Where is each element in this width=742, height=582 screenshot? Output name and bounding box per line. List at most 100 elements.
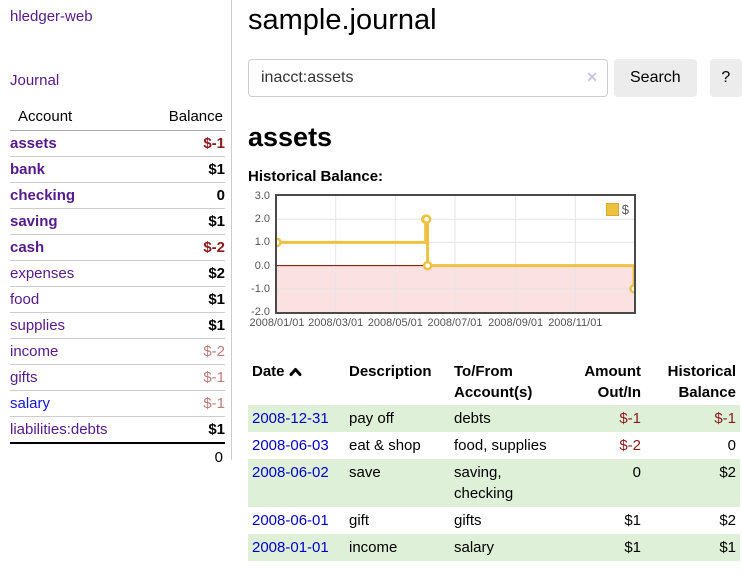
account-row: saving $1 xyxy=(10,208,225,235)
sidebar: hledger-web Journal Account Balance asse… xyxy=(0,0,232,466)
account-balance: $1 xyxy=(139,286,225,313)
transaction-description: gift xyxy=(349,512,370,529)
y-axis-tick-label: 2.0 xyxy=(254,213,270,226)
help-button[interactable]: ? xyxy=(709,59,742,97)
sidebar-item-journal[interactable]: Journal xyxy=(10,72,60,89)
transaction-row: 2008-12-31 pay off debts $-1 $-1 xyxy=(248,405,740,432)
sidebar-account-link[interactable]: income xyxy=(10,343,59,360)
transaction-date-link[interactable]: 2008-06-01 xyxy=(252,512,329,529)
transaction-balance: $2 xyxy=(719,464,736,481)
search-button[interactable]: Search xyxy=(614,59,697,97)
transaction-amount: 0 xyxy=(632,464,641,481)
transaction-balance: 0 xyxy=(727,437,736,454)
account-balance: $-1 xyxy=(139,390,225,417)
accounts-header-account: Account xyxy=(10,105,140,131)
transaction-accounts: gifts xyxy=(454,512,482,529)
transaction-balance: $-1 xyxy=(714,410,736,427)
account-heading: assets xyxy=(248,122,333,152)
transaction-balance: $2 xyxy=(719,512,736,529)
register-header-balance[interactable]: Historical Balance xyxy=(667,363,736,401)
account-balance: $1 xyxy=(139,208,225,235)
register-header-accounts[interactable]: To/From Account(s) xyxy=(454,363,533,401)
register-table: Date Description To/From Account(s) Amou… xyxy=(248,359,740,561)
account-row: checking 0 xyxy=(10,182,225,209)
series-label: $ xyxy=(621,202,629,217)
search-box: ✕ xyxy=(248,59,608,97)
account-balance: $1 xyxy=(139,416,225,444)
sidebar-account-link[interactable]: saving xyxy=(10,213,58,230)
transaction-accounts: saving, checking xyxy=(454,464,514,502)
account-row: food $1 xyxy=(10,286,225,313)
chart-legend: $ xyxy=(603,201,631,218)
account-row: gifts $-1 xyxy=(10,364,225,391)
accounts-header-balance: Balance xyxy=(139,105,225,131)
sidebar-account-link[interactable]: salary xyxy=(10,395,51,412)
transaction-accounts: debts xyxy=(454,410,491,427)
transaction-balance: $1 xyxy=(719,539,736,556)
account-balance: $-2 xyxy=(139,338,225,365)
account-row: supplies $1 xyxy=(10,312,225,339)
sidebar-account-link[interactable]: liabilities:debts xyxy=(10,421,108,438)
account-balance: $1 xyxy=(139,156,225,183)
sort-ascending-icon xyxy=(289,362,302,383)
transaction-row: 2008-06-02 save saving, checking 0 $2 xyxy=(248,459,740,507)
transaction-row: 2008-01-01 income salary $1 $1 xyxy=(248,534,740,561)
transaction-date-cell: 2008-12-31 xyxy=(248,405,345,432)
transaction-date-link[interactable]: 2008-12-31 xyxy=(252,410,329,427)
register-header-description[interactable]: Description xyxy=(349,363,432,380)
search-form: ✕ Search ? xyxy=(248,59,742,97)
y-axis-tick-label: 3.0 xyxy=(254,190,270,202)
transaction-date-link[interactable]: 2008-06-02 xyxy=(252,464,329,481)
register-header-date[interactable]: Date xyxy=(248,359,345,405)
transaction-description: income xyxy=(349,539,398,556)
sidebar-account-link[interactable]: checking xyxy=(10,187,76,204)
sidebar-account-link[interactable]: expenses xyxy=(10,265,75,282)
register-header-amount[interactable]: Amount Out/In xyxy=(584,363,641,401)
account-row: expenses $2 xyxy=(10,260,225,287)
transaction-description: pay off xyxy=(349,410,394,427)
transaction-description: save xyxy=(349,464,381,481)
transaction-description: eat & shop xyxy=(349,437,421,454)
brand-link[interactable]: hledger-web xyxy=(10,8,93,25)
y-axis-tick-label: 1.0 xyxy=(254,236,270,249)
transaction-row: 2008-06-03 eat & shop food, supplies $-2 0 xyxy=(248,432,740,459)
sidebar-account-link[interactable]: assets xyxy=(10,135,57,152)
balance-chart-plot-area[interactable] xyxy=(275,194,636,314)
account-balance: 0 xyxy=(139,182,225,209)
sidebar-account-link[interactable]: cash xyxy=(10,239,45,256)
transaction-amount: $1 xyxy=(624,512,641,529)
sidebar-account-link[interactable]: bank xyxy=(10,161,46,178)
x-axis-tick-label: 2008/09/01 xyxy=(488,317,544,329)
sidebar-account-link[interactable]: gifts xyxy=(10,369,38,386)
clear-search-icon[interactable]: ✕ xyxy=(586,69,598,85)
transaction-date-link[interactable]: 2008-06-03 xyxy=(252,437,329,454)
y-axis-tick-label: 0.0 xyxy=(254,259,270,272)
transaction-date-cell: 2008-06-03 xyxy=(248,432,345,459)
x-axis-tick-label: 2008/07/01 xyxy=(427,317,483,329)
series-swatch-icon xyxy=(605,203,619,216)
search-input[interactable] xyxy=(248,59,608,97)
account-balance: $-1 xyxy=(139,130,225,157)
balance-chart: $ 3.0 2.0 1.0 0.0 -1.0 -2.0 2008/01/01 2008/03/… xyxy=(249,191,636,336)
x-axis-tick-label: 2008/03/01 xyxy=(308,317,364,329)
account-row: income $-2 xyxy=(10,338,225,365)
accounts-table: Account Balance assets $-1 bank $1 checking 0… xyxy=(10,105,225,470)
account-balance: $-2 xyxy=(139,234,225,261)
transaction-date-link[interactable]: 2008-01-01 xyxy=(252,539,329,556)
sidebar-account-link[interactable]: food xyxy=(10,291,40,308)
account-row: liabilities:debts $1 xyxy=(10,416,225,444)
transaction-amount: $-1 xyxy=(619,410,641,427)
y-axis-tick-label: -2.0 xyxy=(251,306,270,318)
transaction-date-cell: 2008-06-01 xyxy=(248,507,345,534)
transaction-date-cell: 2008-06-02 xyxy=(248,459,345,507)
account-row: assets $-1 xyxy=(10,130,225,157)
sidebar-account-link[interactable]: supplies xyxy=(10,317,66,334)
account-balance: $2 xyxy=(139,260,225,287)
accounts-total-row: 0 xyxy=(10,443,225,470)
transaction-amount: $-2 xyxy=(619,437,641,454)
account-row: salary $-1 xyxy=(10,390,225,417)
chart-title: Historical Balance: xyxy=(248,168,384,185)
account-row: cash $-2 xyxy=(10,234,225,261)
account-balance: $1 xyxy=(139,312,225,339)
x-axis-tick-label: 2008/05/01 xyxy=(367,317,423,329)
